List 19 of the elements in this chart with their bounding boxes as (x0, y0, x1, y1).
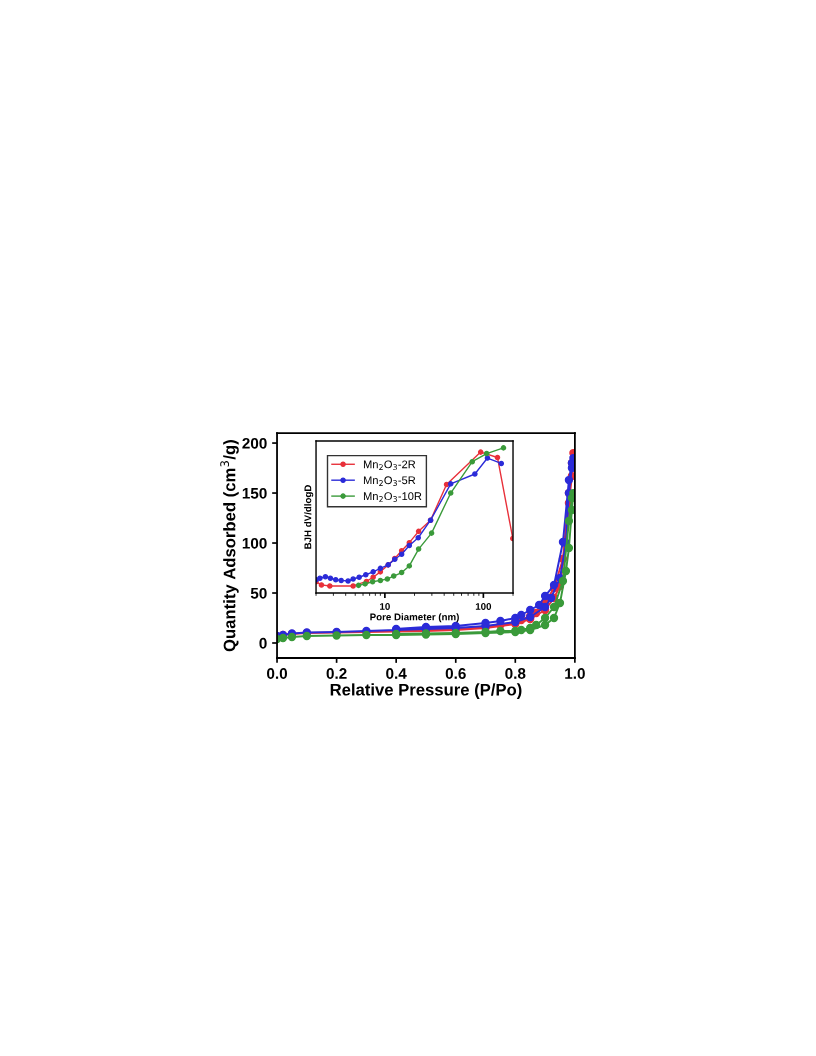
legend-label: Mn$_{2}$O$_{3}$-10R (363, 492, 422, 502)
y-tick-label: 150 (242, 487, 267, 499)
y-axis-title: Quantity Adsorbed (cm$^{3}$/g) (220, 440, 239, 652)
x-tick-label: 1.0 (565, 668, 585, 679)
x-tick-label: 0.6 (445, 668, 466, 679)
y-axis-title: BJH dV/dlogD (304, 485, 314, 549)
x-tick-label: 0.2 (326, 668, 347, 679)
y-tick-label: 50 (250, 587, 267, 599)
x-tick-label: 10 (380, 603, 390, 610)
x-tick-label: 0.0 (267, 668, 288, 679)
legend-label: Mn$_{2}$O$_{3}$-5R (363, 476, 416, 486)
y-tick-label: 0 (259, 637, 267, 649)
y-tick-label: 100 (242, 537, 267, 549)
y-tick-label: 200 (242, 437, 267, 449)
x-tick-label: 0.4 (386, 668, 407, 679)
x-axis-title: Pore Diameter (nm) (370, 613, 459, 623)
legend-label: Mn$_{2}$O$_{3}$-2R (363, 460, 416, 471)
x-tick-label: 0.8 (505, 668, 526, 679)
x-axis-title: Relative Pressure (P/Po) (330, 683, 522, 699)
